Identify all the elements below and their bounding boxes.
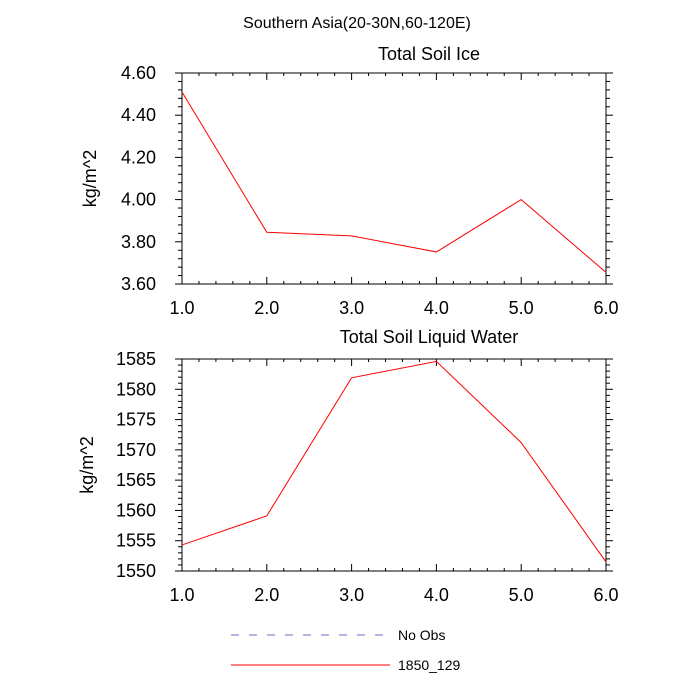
x-tick-label: 5.0 [509,585,534,605]
y-tick-label: 4.60 [121,63,156,83]
chart-panel-total-soil-liquid-water: Total Soil Liquid Water kg/m^2 1.0 2.0 3.0 4.… [77,327,619,605]
y-tick-label: 1550 [116,561,156,581]
x-tick-label: 2.0 [254,298,279,318]
x-tick-label: 5.0 [509,298,534,318]
y-tick-label: 1565 [116,470,156,490]
legend-label-1850-129: 1850_129 [398,657,461,673]
y-axis-label: kg/m^2 [80,150,100,207]
x-tick-label: 1.0 [169,585,194,605]
y-tick-label: 4.20 [121,147,156,167]
y-tick-label: 4.40 [121,105,156,125]
series-line-1850-129 [181,91,607,273]
chart-panel-total-soil-ice: Total Soil Ice kg/m^2 1.0 2.0 3.0 4.0 5.0 6.0 3.… [80,44,619,318]
legend-label-no-obs: No Obs [398,627,445,643]
x-tick-label: 4.0 [424,585,449,605]
y-axis-label: kg/m^2 [77,436,97,493]
x-tick-label: 3.0 [339,298,364,318]
chart-title: Total Soil Ice [378,44,480,64]
plot-frame [181,358,607,572]
y-tick-label: 3.80 [121,232,156,252]
x-tick-label: 6.0 [593,585,618,605]
y-tick-label: 3.60 [121,274,156,294]
y-tick-label: 1575 [116,410,156,430]
x-tick-label: 2.0 [254,585,279,605]
x-tick-label: 3.0 [339,585,364,605]
x-tick-label: 4.0 [424,298,449,318]
y-tick-label: 4.00 [121,190,156,210]
y-tick-label: 1570 [116,440,156,460]
figure-suptitle: Southern Asia(20-30N,60-120E) [243,15,471,32]
legend: No Obs 1850_129 [231,627,461,673]
x-tick-label: 1.0 [169,298,194,318]
y-tick-label: 1560 [116,500,156,520]
y-tick-label: 1580 [116,379,156,399]
y-tick-label: 1585 [116,349,156,369]
x-tick-label: 6.0 [593,298,618,318]
y-tick-label: 1555 [116,531,156,551]
series-line-1850-129 [181,360,607,563]
chart-title: Total Soil Liquid Water [340,327,518,347]
plot-frame [181,72,607,285]
